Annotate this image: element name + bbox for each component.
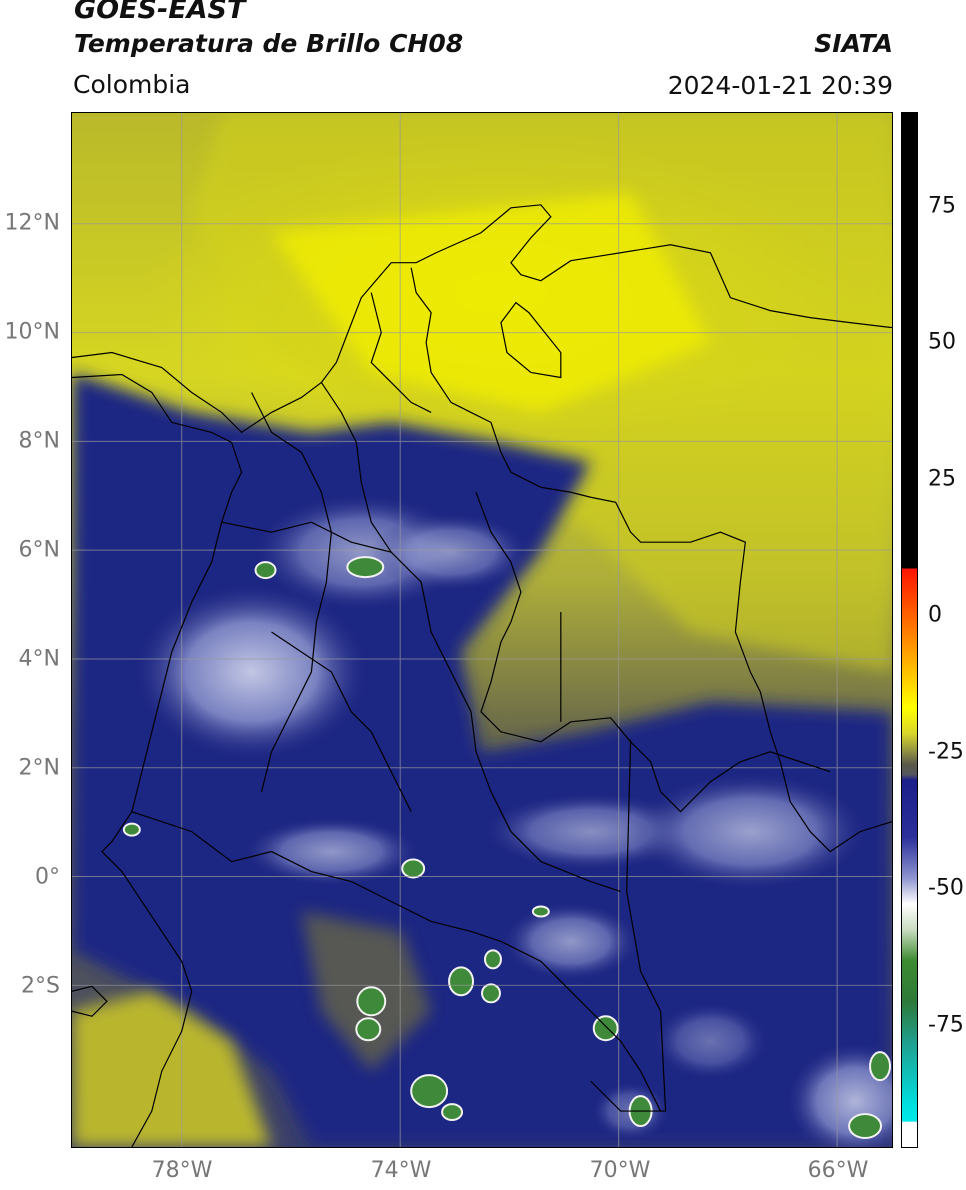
datetime-label: 2024-01-21 20:39 bbox=[667, 71, 893, 100]
colorbar-tick-label: 25 bbox=[928, 466, 956, 492]
lat-tick-label: 8°N bbox=[18, 428, 60, 454]
lat-tick-label: 10°N bbox=[4, 319, 60, 345]
lat-tick-label: 2°N bbox=[18, 755, 60, 781]
very-cold-cloud-tops bbox=[122, 556, 892, 1140]
colorbar-tick-label: -75 bbox=[928, 1012, 964, 1038]
political-boundaries bbox=[72, 204, 892, 1147]
product-title: Temperatura de Brillo CH08 bbox=[74, 29, 464, 58]
lat-tick-label: 6°N bbox=[18, 537, 60, 563]
temperature-colorbar bbox=[901, 112, 918, 1148]
colorbar-tick-label: -50 bbox=[928, 875, 964, 901]
organization-label: SIATA bbox=[814, 29, 893, 58]
lon-tick-label: 74°W bbox=[370, 1158, 432, 1183]
colorbar-tick-label: 0 bbox=[928, 602, 942, 628]
satellite-title: GOES-EAST bbox=[74, 0, 246, 25]
colorbar-tick-label: -25 bbox=[928, 739, 964, 765]
lat-tick-label: 4°N bbox=[18, 646, 60, 672]
lat-tick-label: 2°S bbox=[21, 973, 60, 999]
lat-tick-label: 0° bbox=[35, 864, 60, 890]
lat-tick-label: 12°N bbox=[4, 210, 60, 236]
lon-tick-label: 70°W bbox=[589, 1158, 651, 1183]
region-label: Colombia bbox=[73, 70, 191, 99]
lon-tick-label: 66°W bbox=[807, 1158, 869, 1183]
brightness-temperature-map bbox=[71, 112, 893, 1148]
lon-tick-label: 78°W bbox=[151, 1158, 213, 1183]
colorbar-tick-label: 50 bbox=[928, 329, 956, 355]
graticule bbox=[72, 113, 892, 1147]
colorbar-tick-label: 75 bbox=[928, 193, 956, 219]
